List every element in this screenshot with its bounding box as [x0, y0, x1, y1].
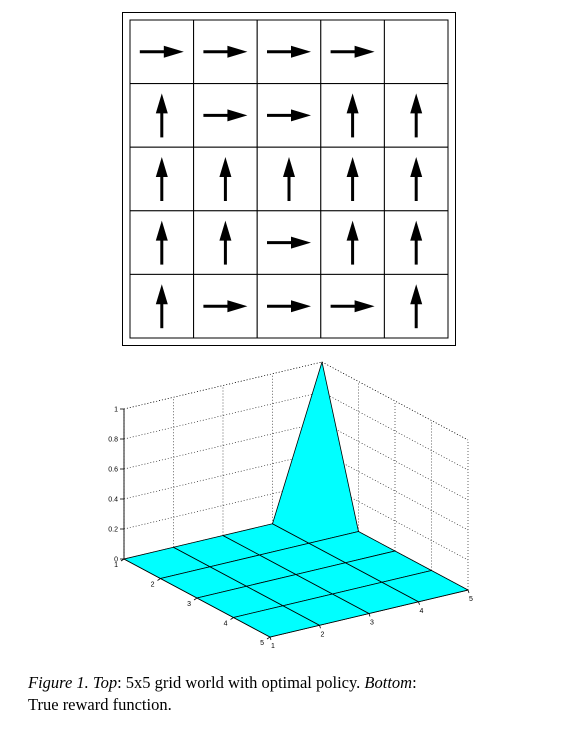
- z-tick-label: 0.4: [108, 497, 118, 504]
- gridline-z-back: [123, 451, 323, 500]
- arrow-up-icon: [155, 93, 168, 138]
- z-tick-label: 0.8: [108, 437, 118, 444]
- gridline-z-side: [321, 451, 469, 531]
- grid-cell-r1-c5: [383, 19, 449, 85]
- arrow-up-icon: [219, 157, 232, 201]
- col-tick-mark: [319, 625, 321, 629]
- col-tick-label: 3: [370, 620, 374, 627]
- caption-bottom-text: :: [412, 673, 417, 692]
- col-tick-label: 1: [271, 643, 275, 650]
- arrow-up-icon: [346, 157, 359, 201]
- arrow-right-icon: [203, 109, 248, 122]
- row-tick-mark: [230, 617, 234, 620]
- arrow-up-icon: [219, 220, 232, 265]
- gridline-z-back: [123, 391, 323, 440]
- arrow-right-icon: [139, 45, 184, 58]
- arrow-up-icon: [410, 93, 423, 138]
- arrow-up-icon: [410, 220, 423, 265]
- arrow-up-icon: [155, 284, 168, 329]
- arrow-right-icon: [330, 300, 375, 313]
- col-tick-label: 4: [420, 608, 424, 615]
- arrow-up-icon: [155, 220, 168, 265]
- caption-top-label: Top: [92, 673, 118, 692]
- col-tick-label: 2: [321, 631, 325, 638]
- arrow-up-icon: [346, 93, 359, 138]
- caption-figure-label: Figure 1.: [28, 673, 89, 692]
- col-tick-mark: [269, 636, 272, 641]
- arrow-right-icon: [267, 45, 311, 58]
- arrow-right-icon: [267, 300, 311, 313]
- row-tick-label: 4: [224, 621, 228, 628]
- caption-line-2: True reward function.: [28, 695, 172, 714]
- arrow-right-icon: [267, 109, 311, 122]
- row-tick-mark: [266, 636, 271, 640]
- row-tick-label: 5: [260, 640, 264, 647]
- caption-bottom-label: Bottom: [364, 673, 413, 692]
- gridline-z-side: [321, 421, 469, 501]
- surface-facet: [272, 361, 359, 544]
- z-tick-label: 0.2: [108, 527, 118, 534]
- gridline-z-side: [321, 391, 469, 471]
- z-tick-label: 0: [114, 557, 118, 564]
- row-tick-label: 3: [187, 601, 191, 608]
- arrow-up-icon: [283, 157, 295, 201]
- arrow-right-icon: [203, 300, 248, 313]
- row-tick-mark: [120, 558, 125, 562]
- row-tick-mark: [157, 578, 161, 581]
- arrow-up-icon: [410, 157, 423, 201]
- arrow-up-icon: [155, 157, 168, 201]
- policy-grid: [122, 12, 456, 346]
- gridline-z-back: [123, 421, 323, 470]
- row-tick-mark: [193, 597, 198, 601]
- col-tick-label: 5: [469, 596, 473, 603]
- arrow-up-icon: [410, 284, 423, 329]
- arrow-right-icon: [330, 45, 375, 58]
- arrow-up-icon: [346, 220, 359, 265]
- arrow-right-icon: [203, 45, 248, 58]
- row-tick-label: 2: [151, 582, 155, 589]
- col-tick-mark: [418, 601, 420, 605]
- box-top-edge: [123, 361, 323, 410]
- row-tick-label: 1: [114, 562, 118, 569]
- box-top-edge: [321, 361, 469, 441]
- figure-caption: Figure 1. Top: 5x5 grid world with optim…: [28, 672, 558, 716]
- caption-top-text: : 5x5 grid world with optimal policy.: [117, 673, 361, 692]
- z-tick-label: 1: [114, 407, 118, 414]
- z-tick-label: 0.6: [108, 467, 118, 474]
- arrow-right-icon: [267, 236, 311, 249]
- col-tick-mark: [368, 613, 371, 617]
- col-tick-mark: [467, 589, 470, 594]
- gridline-z-back: [123, 481, 323, 530]
